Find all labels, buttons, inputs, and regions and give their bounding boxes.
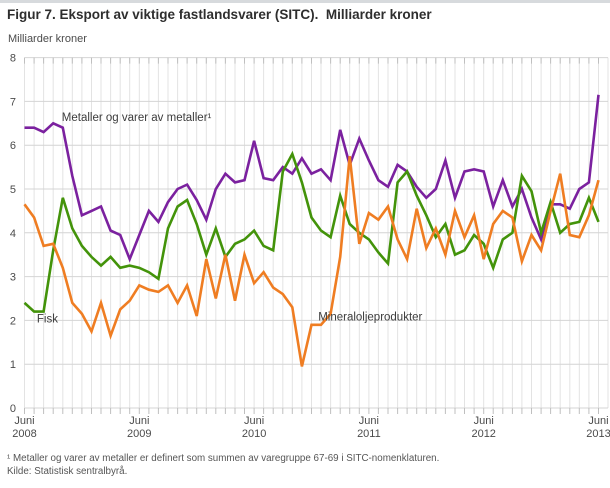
series-line-metaller-og-varer-av-metaller [24,94,600,263]
y-tick-label: 2 [10,315,16,327]
x-tick-label: Juni 2008 [12,415,36,440]
footnote-block: ¹ Metaller og varer av metaller er defin… [7,452,603,478]
x-tick-label: Juni 2009 [127,415,151,440]
series-line-mineraloljeprodukter [23,156,600,367]
x-tick-label: Juni 2011 [357,415,381,440]
y-tick-label: 0 [10,403,16,415]
y-tick-label: 5 [10,184,16,196]
x-tick-label: Juni 2010 [242,415,266,440]
series-label-metaller-og-varer-av-metaller: Metaller og varer av metaller¹ [62,112,212,124]
source-line: Kilde: Statistisk sentralbyrå. [7,466,128,477]
y-tick-label: 7 [10,96,16,108]
y-tick-label: 8 [10,53,16,65]
y-tick-label: 1 [10,359,16,371]
y-tick-label: 6 [10,140,16,152]
page-top-rule [0,0,610,3]
y-axis-unit-label: Milliarder kroner [8,33,87,45]
series-label-mineraloljeprodukter: Mineraloljeprodukter [318,311,422,323]
footnote-definition: ¹ Metaller og varer av metaller er defin… [7,453,440,464]
x-tick-label: Juni 2012 [471,415,495,440]
x-tick-label: Juni 2013 [586,415,610,440]
y-tick-label: 3 [10,272,16,284]
y-tick-label: 4 [10,228,16,240]
chart-title: Figur 7. Eksport av viktige fastlandsvar… [7,7,432,22]
series-label-fisk: Fisk [37,314,58,326]
series-line-fisk [23,150,600,313]
